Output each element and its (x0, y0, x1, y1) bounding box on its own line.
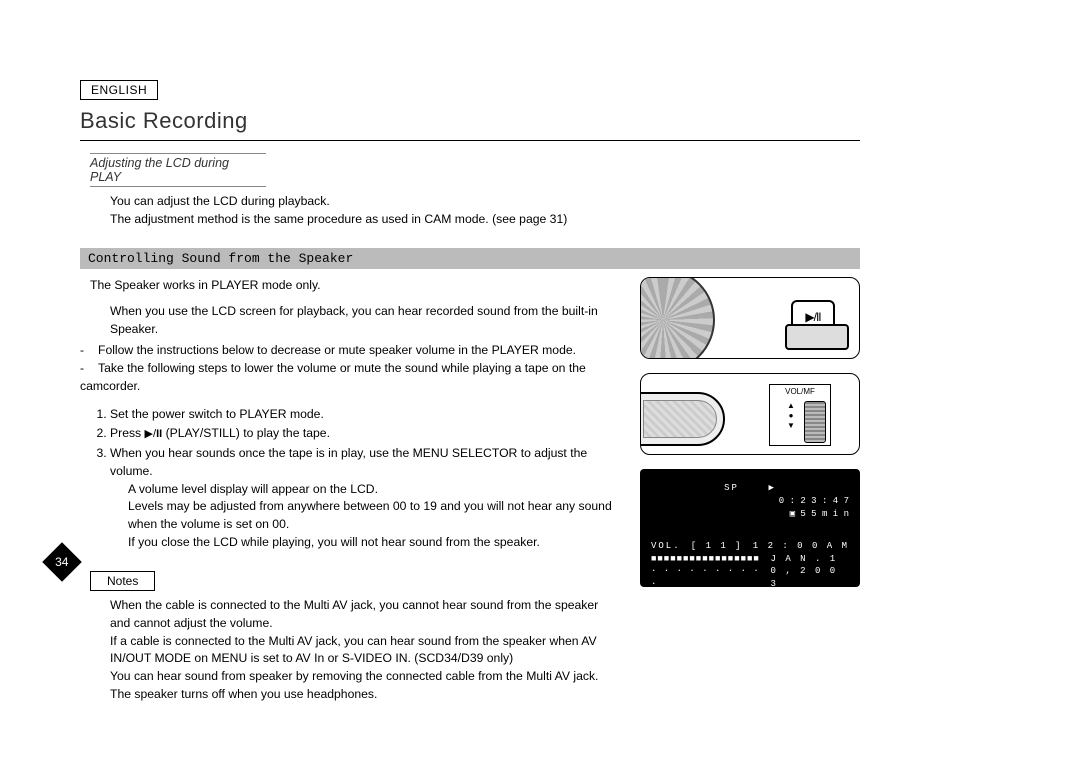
lcd-vol-label: VOL. (651, 540, 681, 553)
intro-text: You can adjust the LCD during playback. … (110, 193, 860, 228)
step-3-sub-1: A volume level display will appear on th… (110, 481, 620, 499)
subheading-adjust-lcd: Adjusting the LCD during PLAY (90, 153, 266, 187)
lcd-play-icon: ▶ (769, 483, 776, 493)
right-column: ▶/II VOL/MF ▲ ● ▼ SP ▶ 0 : 2 3 : 4 7 ▣ 5… (640, 277, 860, 703)
note-3: You can hear sound from speaker by remov… (110, 668, 620, 686)
note-1: When the cable is connected to the Multi… (110, 597, 620, 632)
speaker-intro: When you use the LCD screen for playback… (110, 303, 620, 338)
lcd-sp-indicator: SP (724, 483, 739, 493)
volume-wheel-box: VOL/MF ▲ ● ▼ (769, 384, 831, 446)
two-column-layout: The Speaker works in PLAYER mode only. W… (80, 277, 860, 703)
intro-line-1: You can adjust the LCD during playback. (110, 194, 330, 208)
lcd-clock: 1 2 : 0 0 A M (753, 540, 849, 553)
play-still-icon: ▶/II (145, 427, 163, 443)
strap-graphic (640, 392, 725, 446)
step-2: Press ▶/II (PLAY/STILL) to play the tape… (110, 425, 620, 443)
page-number-badge: 34 (42, 542, 82, 582)
step-3-sub-2: Levels may be adjusted from anywhere bet… (110, 498, 620, 533)
step-3-text: When you hear sounds once the tape is in… (110, 446, 587, 478)
step-2-suffix: (PLAY/STILL) to play the tape. (166, 426, 330, 440)
lcd-volume-bar: ■■■■■■■■■■■■■■■■■ · · · · · · · · · · (651, 553, 771, 588)
figure-lcd-display: SP ▶ 0 : 2 3 : 4 7 ▣ 5 5 m i n VOL. [ 1 … (640, 469, 860, 587)
volume-arrows-icon: ▲ ● ▼ (784, 401, 798, 430)
dash-item-2: Take the following steps to lower the vo… (80, 360, 620, 395)
figure-volume-wheel: VOL/MF ▲ ● ▼ (640, 373, 860, 455)
lcd-time: 0 : 2 3 : 4 7 (651, 495, 849, 508)
note-4: The speaker turns off when you use headp… (110, 686, 620, 704)
volume-label: VOL/MF (770, 387, 830, 396)
dash-list: Follow the instructions below to decreas… (80, 342, 620, 395)
note-2: If a cable is connected to the Multi AV … (110, 633, 620, 668)
control-panel-graphic (785, 324, 849, 350)
notes-heading: Notes (90, 571, 155, 591)
title-rule (80, 140, 860, 141)
manual-page: ENGLISH Basic Recording Adjusting the LC… (80, 80, 860, 703)
steps-list: Set the power switch to PLAYER mode. Pre… (92, 406, 620, 552)
speaker-mode-note: The Speaker works in PLAYER mode only. (90, 277, 620, 295)
step-3: When you hear sounds once the tape is in… (110, 445, 620, 551)
intro-line-2: The adjustment method is the same proced… (110, 212, 567, 226)
page-title: Basic Recording (80, 108, 860, 134)
step-1: Set the power switch to PLAYER mode. (110, 406, 620, 424)
lcd-date: J A N . 1 0 , 2 0 0 3 (771, 553, 849, 588)
lcd-remaining: ▣ 5 5 m i n (651, 508, 849, 521)
figure-play-button: ▶/II (640, 277, 860, 359)
lcd-vol-value: [ 1 1 ] (691, 540, 743, 553)
language-badge: ENGLISH (80, 80, 158, 100)
step-2-prefix: Press (110, 426, 145, 440)
section-heading-speaker: Controlling Sound from the Speaker (80, 248, 860, 269)
left-column: The Speaker works in PLAYER mode only. W… (80, 277, 620, 703)
step-3-sub-3: If you close the LCD while playing, you … (110, 534, 620, 552)
page-number: 34 (55, 555, 68, 569)
dash-item-1: Follow the instructions below to decreas… (80, 342, 620, 360)
wheel-graphic (804, 401, 826, 443)
mode-dial-graphic (640, 277, 715, 359)
